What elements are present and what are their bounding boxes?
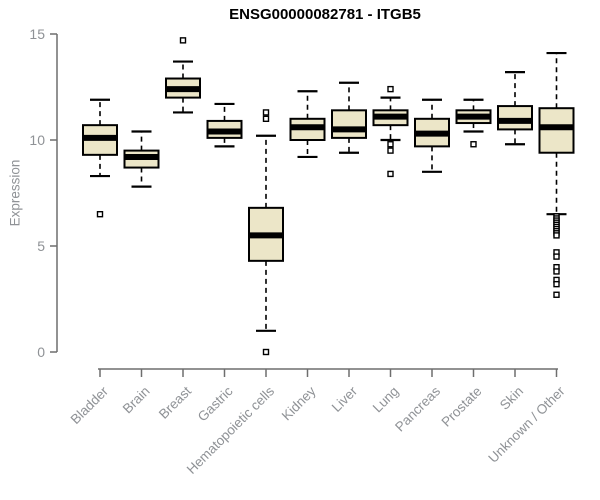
x-category-label: Gastric xyxy=(195,383,236,424)
y-tick-label: 5 xyxy=(37,238,45,254)
x-category-label: Lung xyxy=(370,384,402,416)
outlier-point xyxy=(470,141,477,148)
x-category-label: Skin xyxy=(497,384,526,413)
outlier-point xyxy=(96,210,104,218)
x-category-label: Prostate xyxy=(438,384,484,430)
outlier-point xyxy=(387,147,394,154)
outlier-point xyxy=(387,141,394,148)
iqr-box xyxy=(497,105,533,131)
x-category-label: Brain xyxy=(120,384,153,417)
outlier-point xyxy=(179,37,187,44)
x-category-label: Liver xyxy=(329,383,361,415)
y-tick-label: 0 xyxy=(37,344,45,360)
iqr-box xyxy=(331,109,367,139)
x-category-label: Pancreas xyxy=(392,383,443,434)
outlier-point xyxy=(262,115,270,123)
chart-title: ENSG00000082781 - ITGB5 xyxy=(229,6,421,23)
outlier-point xyxy=(387,85,394,93)
outlier-point xyxy=(553,253,560,260)
outlier-point xyxy=(262,109,270,116)
outlier-point xyxy=(553,280,560,288)
outlier-point xyxy=(553,291,560,298)
outlier-point xyxy=(387,170,394,178)
outlier-point xyxy=(553,232,560,239)
y-tick-label: 15 xyxy=(29,26,45,42)
outlier-point xyxy=(553,268,560,275)
x-category-label: Kidney xyxy=(279,383,319,423)
y-tick-label: 10 xyxy=(29,132,45,148)
x-category-label: Bladder xyxy=(68,383,112,427)
x-category-label: Unknown / Other xyxy=(485,383,568,466)
outlier-point xyxy=(262,348,270,356)
x-category-label: Breast xyxy=(156,383,194,421)
iqr-box xyxy=(538,107,575,154)
